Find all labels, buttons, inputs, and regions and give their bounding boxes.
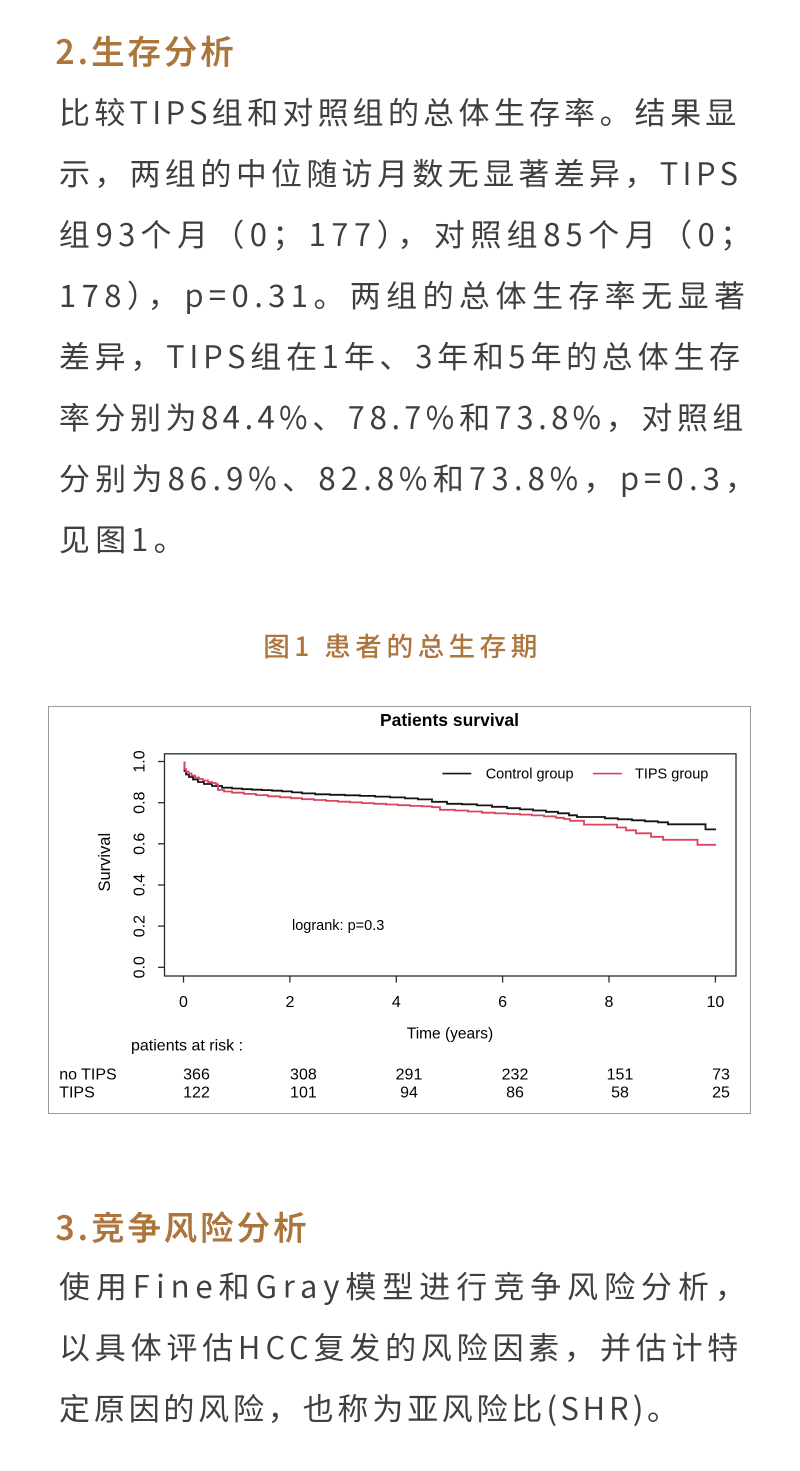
svg-text:308: 308 xyxy=(290,1067,317,1084)
svg-text:86: 86 xyxy=(506,1085,524,1102)
svg-text:366: 366 xyxy=(183,1067,210,1084)
svg-text:Survival: Survival xyxy=(96,833,114,892)
svg-text:151: 151 xyxy=(607,1067,634,1084)
svg-text:6: 6 xyxy=(498,994,507,1011)
svg-text:logrank: p=0.3: logrank: p=0.3 xyxy=(292,918,384,934)
svg-text:patients at risk :: patients at risk : xyxy=(131,1038,243,1055)
svg-text:Control group: Control group xyxy=(486,766,574,782)
svg-text:TIPS group: TIPS group xyxy=(635,766,708,782)
svg-text:73: 73 xyxy=(712,1067,730,1084)
svg-text:TIPS: TIPS xyxy=(59,1085,95,1102)
svg-text:10: 10 xyxy=(707,994,725,1011)
svg-text:Time (years): Time (years) xyxy=(407,1026,493,1043)
svg-text:291: 291 xyxy=(396,1067,423,1084)
svg-text:2: 2 xyxy=(285,994,294,1011)
svg-text:Patients survival: Patients survival xyxy=(380,710,519,730)
svg-text:0.8: 0.8 xyxy=(132,791,149,813)
svg-text:8: 8 xyxy=(605,994,614,1011)
svg-text:0.2: 0.2 xyxy=(132,915,149,937)
svg-text:no TIPS: no TIPS xyxy=(59,1067,117,1084)
svg-text:0.4: 0.4 xyxy=(132,874,149,896)
svg-text:58: 58 xyxy=(611,1085,629,1102)
svg-text:0.6: 0.6 xyxy=(132,833,149,855)
svg-text:101: 101 xyxy=(290,1085,317,1102)
svg-text:0: 0 xyxy=(179,994,188,1011)
svg-text:232: 232 xyxy=(502,1067,529,1084)
svg-text:25: 25 xyxy=(712,1085,730,1102)
svg-text:94: 94 xyxy=(400,1085,418,1102)
svg-text:4: 4 xyxy=(392,994,401,1011)
svg-text:0.0: 0.0 xyxy=(132,956,149,978)
svg-text:122: 122 xyxy=(183,1085,210,1102)
svg-text:1.0: 1.0 xyxy=(132,750,149,772)
